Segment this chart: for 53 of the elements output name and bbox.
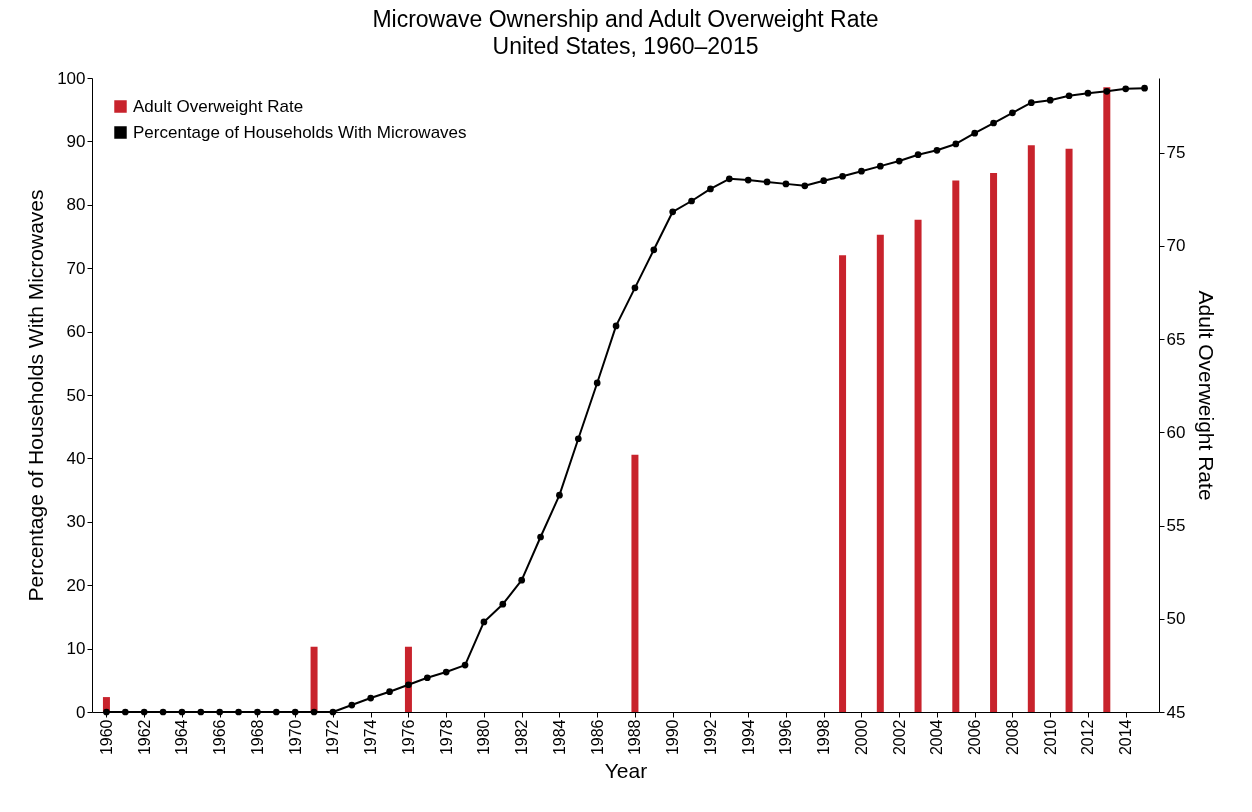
x-tick-label: 1964	[173, 719, 191, 756]
y2-tick-label: 45	[1166, 702, 1186, 722]
x-tick-label: 1994	[739, 719, 757, 756]
x-tick-label: 1996	[777, 719, 795, 756]
x-tick-label: 1970	[286, 719, 304, 756]
y-tick-label: 20	[66, 575, 86, 595]
y-tick-label: 70	[66, 258, 86, 278]
y-tick-label: 60	[66, 322, 86, 342]
x-tick-label: 1962	[135, 719, 153, 756]
y-tick-label: 30	[66, 512, 86, 532]
y-tick-label: 0	[76, 702, 86, 722]
y-tick-label: 80	[66, 195, 86, 215]
chart-subtitle: United States, 1960–2015	[492, 33, 759, 59]
y-tick-label: 50	[66, 385, 86, 405]
x-tick-label: 1984	[550, 719, 568, 756]
x-tick-label: 2006	[966, 719, 984, 756]
x-tick-label: 1960	[97, 719, 115, 756]
x-tick-label: 1968	[248, 719, 266, 756]
x-tick-label: 1974	[362, 719, 380, 756]
x-tick-label: 2000	[852, 719, 870, 756]
y2-tick-label: 50	[1166, 609, 1186, 629]
y-tick-label: 100	[57, 68, 86, 88]
x-axis-title: Year	[604, 759, 648, 783]
y2-tick-label: 60	[1166, 422, 1186, 442]
y2-tick-label: 65	[1166, 329, 1186, 349]
x-tick-label: 2010	[1041, 719, 1059, 756]
y2-tick-label: 75	[1166, 143, 1186, 163]
x-tick-label: 2014	[1117, 719, 1135, 756]
legend-label: Adult Overweight Rate	[133, 96, 304, 116]
y-tick-label: 10	[66, 639, 86, 659]
x-tick-label: 2004	[928, 719, 946, 756]
y2-tick-label: 55	[1166, 516, 1186, 536]
x-tick-label: 2002	[890, 719, 908, 756]
x-tick-label: 1992	[701, 719, 719, 756]
x-tick-label: 1976	[399, 719, 417, 756]
x-tick-label: 2012	[1079, 719, 1097, 756]
x-tick-label: 1988	[626, 719, 644, 756]
x-tick-label: 1982	[513, 719, 531, 756]
x-tick-label: 1972	[324, 719, 342, 756]
y-axis-title: Percentage of Households With Microwaves	[24, 189, 48, 602]
y2-tick-label: 70	[1166, 236, 1186, 256]
x-tick-label: 1980	[475, 719, 493, 756]
y2-axis-title: Adult Overweight Rate	[1195, 290, 1219, 501]
chart-title: Microwave Ownership and Adult Overweight Rate	[372, 6, 879, 32]
x-tick-label: 1990	[664, 719, 682, 756]
legend-label: Percentage of Households With Microwaves	[133, 122, 467, 142]
x-tick-label: 1998	[815, 719, 833, 756]
y-tick-label: 90	[66, 131, 86, 151]
x-tick-label: 2008	[1003, 719, 1021, 756]
y-tick-label: 40	[66, 448, 86, 468]
x-tick-label: 1978	[437, 719, 455, 756]
x-tick-label: 1966	[211, 719, 229, 756]
x-tick-label: 1986	[588, 719, 606, 756]
